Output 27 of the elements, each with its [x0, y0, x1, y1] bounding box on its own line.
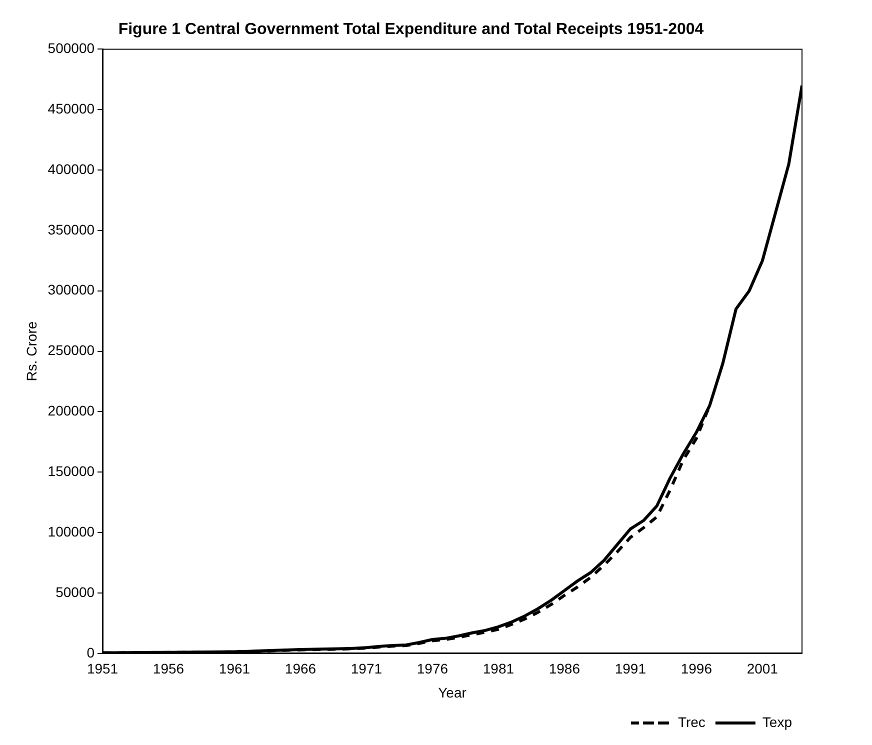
legend-label: Texp [762, 714, 792, 730]
y-tick-label: 350000 [48, 221, 95, 238]
x-tick-label: 1981 [482, 660, 514, 677]
y-tick-label: 0 [86, 644, 95, 660]
y-tick-label: 250000 [48, 342, 95, 358]
x-tick-label: 2001 [746, 660, 778, 677]
x-tick-label: 1991 [614, 660, 646, 677]
x-tick-label: 1966 [284, 660, 316, 677]
y-tick-label: 450000 [48, 100, 95, 116]
y-tick-label: 200000 [48, 402, 95, 419]
x-tick-label: 1971 [350, 660, 382, 677]
x-tick-label: 1951 [86, 660, 118, 677]
y-tick-label: 300000 [48, 282, 95, 298]
x-tick-label: 1996 [680, 660, 712, 677]
x-tick-label: 1986 [548, 660, 580, 677]
x-tick-label: 1976 [416, 660, 448, 677]
chart-title: Figure 1 Central Government Total Expenditure and Total Receipts 1951-2004 [118, 21, 704, 38]
y-tick-label: 150000 [48, 463, 95, 479]
y-axis-title: Rs. Crore [23, 321, 40, 382]
x-tick-label: 1956 [152, 660, 184, 677]
y-tick-label: 400000 [48, 160, 95, 177]
y-tick-label: 500000 [48, 40, 95, 56]
y-tick-label: 50000 [56, 584, 95, 600]
y-tick-label: 100000 [48, 523, 95, 540]
legend-label: Trec [678, 714, 706, 730]
x-tick-label: 1961 [218, 660, 250, 677]
x-axis-title: Year [438, 684, 467, 700]
